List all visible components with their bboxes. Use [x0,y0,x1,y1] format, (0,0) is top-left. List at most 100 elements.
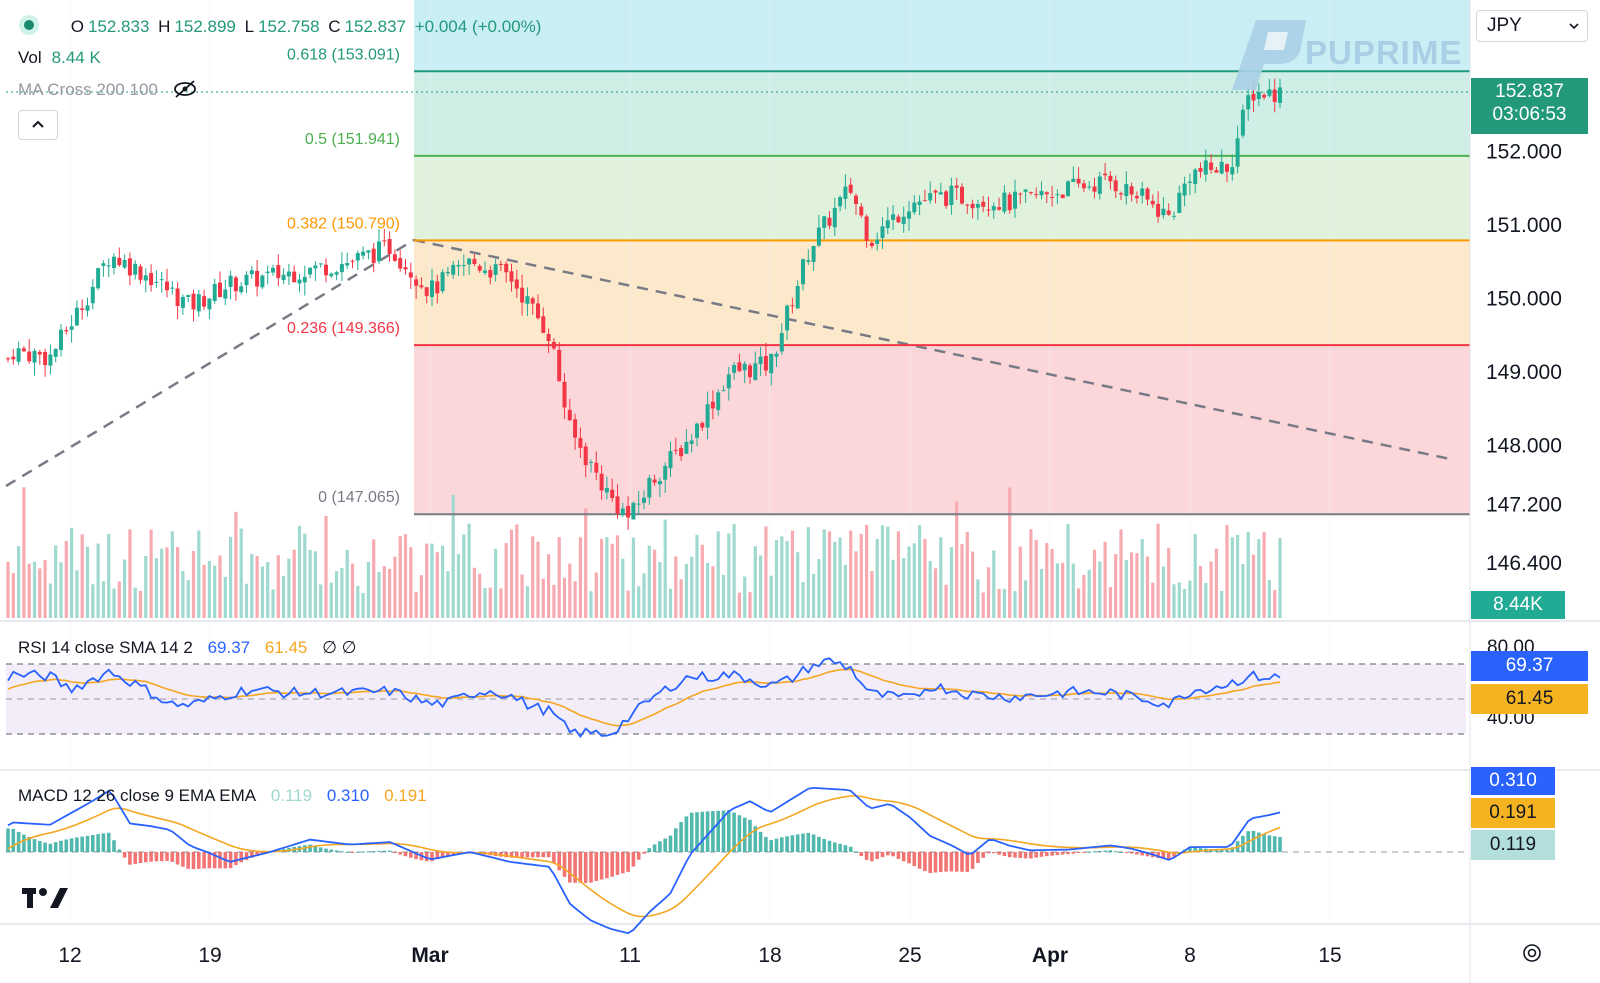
volume-bar [928,561,932,618]
macd-histogram-bar [414,852,418,860]
macd-histogram-bar [742,817,747,852]
macd-histogram-bar [986,852,991,854]
candle-body [525,296,530,304]
currency-selector[interactable]: JPY [1476,10,1588,42]
volume-bar [536,541,540,618]
volume-bar [1267,580,1271,618]
candle-body [1177,192,1182,213]
candle-body [599,473,604,491]
settings-gear-icon[interactable] [1521,942,1543,964]
macd-legend-label: MACD 12 26 close 9 EMA EMA [18,786,257,805]
candle-body [1039,190,1044,196]
candle-body [1140,188,1145,196]
macd-histogram-bar [515,852,519,858]
price-axis-tick: 146.400 [1486,552,1562,575]
macd-histogram-bar [393,852,397,853]
macd-histogram-bar [541,852,546,858]
macd-histogram-bar [11,828,16,852]
time-axis-tick: 12 [58,944,81,967]
macd-histogram-bar [674,828,678,852]
volume-bar [684,563,688,618]
macd-histogram-bar [53,842,58,852]
macd-histogram-bar [350,852,355,853]
price-axis: 152.000 151.000 150.000 149.000 148.000 147.2… [1486,141,1562,576]
macd-histogram-bar [202,852,206,869]
macd-histogram-bar [737,815,742,852]
volume-bar [123,559,127,618]
candle-body [451,264,456,275]
candle-body [949,185,954,205]
volume-bar [382,566,386,618]
candle-body [594,462,599,473]
rsi-lines [7,657,1281,739]
candle-body [355,253,360,261]
candle-body [721,390,726,392]
volume-bar [896,531,900,618]
volume-bar [790,530,794,618]
candle-body [705,404,710,428]
candle-body [1087,186,1092,188]
macd-histogram-bar [621,852,625,874]
volume-bar [1135,553,1139,618]
volume-bar [430,543,434,618]
volume-bar [525,586,529,618]
time-axis: 12 19 Mar 11 18 25 Apr 8 15 [58,944,1341,967]
volume-bar [541,578,545,618]
candle-body [732,364,737,373]
macd-histogram-bar [557,852,561,871]
macd-histogram-bar [933,852,938,873]
volume-bar [589,591,593,618]
candle-body [901,216,906,225]
macd-histogram-bar [255,852,259,856]
fib-band-0.382 [414,155,1470,241]
ma-cross-legend[interactable]: MA Cross 200 100 [18,80,197,100]
volume-bar [1172,584,1176,618]
volume-bar [833,541,837,618]
candle-body [138,266,143,280]
volume-bar [854,551,858,618]
volume-bar [149,529,153,618]
macd-histogram-bar [80,836,84,852]
currency-label: JPY [1487,15,1522,36]
volume-bar [1082,574,1086,618]
macd-histogram-bar [85,835,90,852]
candle-body [880,226,885,238]
rsi-sma-legend-value: 61.45 [264,638,308,657]
candle-body [907,211,911,219]
rsi-value-tag: 69.37 [1471,651,1588,681]
volume-bar [812,573,816,618]
candle-body [869,242,874,247]
candle-body [32,350,37,363]
time-axis-tick: Apr [1032,944,1068,967]
candle-body [366,250,371,253]
volume-bar [716,531,720,618]
candle-body [297,279,302,284]
eye-hidden-icon[interactable] [173,80,197,98]
candle-body [313,265,318,269]
collapse-legend-button[interactable] [18,110,58,140]
candle-body [186,295,191,297]
volume-bar [54,545,58,618]
candle-body [620,508,625,515]
candle-body [419,285,424,288]
volume-bar [64,540,68,618]
candle-body [149,273,154,286]
candle-body [710,401,715,409]
rsi-hidden-icons[interactable]: ∅ ∅ [322,638,357,657]
macd-histogram-bar [69,838,74,852]
volume-bar [531,536,535,618]
macd-histogram-bar [1119,851,1123,853]
volume-bar [827,531,832,618]
fib-label-0.236: 0.236 (149.366) [287,320,400,337]
macd-histogram-bar [944,852,948,872]
candle-body [414,279,419,286]
volume-bar [319,584,323,618]
macd-histogram-bar [509,852,514,858]
volume-bar [748,592,752,618]
status-dot-icon [19,15,39,35]
macd-histogram-bar [1135,852,1139,855]
volume-bar [350,563,355,618]
candle-body [922,200,927,202]
macd-line [7,786,1281,935]
